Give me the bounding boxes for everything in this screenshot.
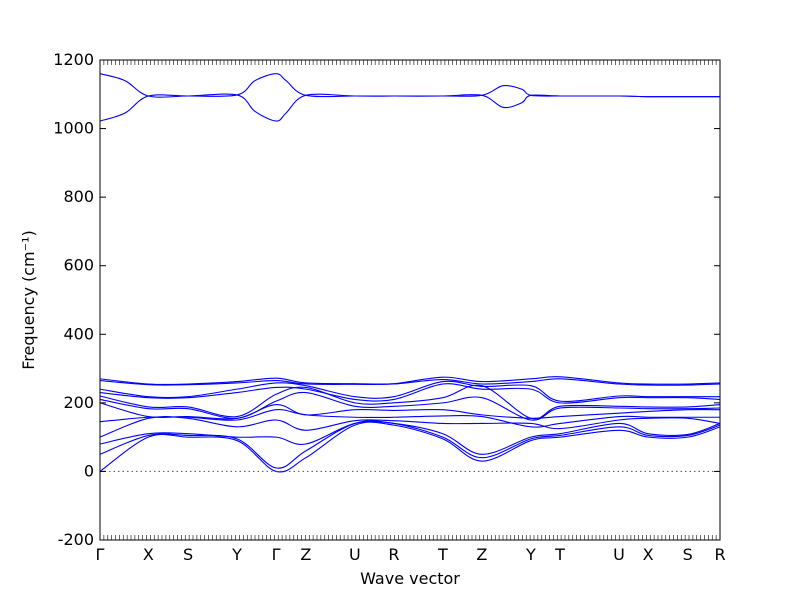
band-line — [99, 383, 721, 404]
x-tick-label: Y — [231, 545, 242, 564]
x-tick-label: S — [683, 545, 693, 564]
band-line — [99, 378, 721, 386]
plot-frame — [99, 59, 721, 541]
y-axis: -200 0 200 400 600 800 1000 1200 — [53, 50, 720, 549]
y-tick-label: 1000 — [53, 119, 94, 138]
y-tick-label: 800 — [63, 187, 94, 206]
y-tick-label: 0 — [84, 461, 94, 480]
band-lines — [99, 73, 721, 473]
x-minor-ticks — [99, 60, 721, 540]
band-line — [99, 402, 721, 420]
band-line — [99, 391, 721, 421]
band-line — [99, 421, 721, 473]
band-line — [99, 420, 721, 469]
x-tick-label: T — [437, 545, 448, 564]
x-tick-label: R — [714, 545, 725, 564]
band-line — [99, 93, 720, 122]
band-line — [99, 376, 721, 386]
x-tick-label: Γ — [96, 545, 105, 564]
x-tick-label: X — [143, 545, 154, 564]
y-tick-label: 400 — [63, 324, 94, 343]
x-axis-label: Wave vector — [360, 569, 460, 588]
band-line — [99, 73, 720, 98]
y-tick-label: 200 — [63, 393, 94, 412]
y-tick-label: 1200 — [53, 50, 94, 69]
x-tick-label: Y — [525, 545, 536, 564]
y-tick-label: -200 — [58, 530, 94, 549]
x-tick-label: T — [554, 545, 565, 564]
band-line — [99, 380, 720, 402]
band-line — [99, 409, 720, 428]
x-tick-label: U — [349, 545, 361, 564]
x-tick-label: X — [643, 545, 654, 564]
band-line — [99, 384, 721, 420]
x-tick-label: Z — [476, 545, 487, 564]
x-tick-label: S — [183, 545, 193, 564]
band-line — [99, 415, 721, 438]
x-tick-label: R — [388, 545, 399, 564]
x-tick-label: Z — [300, 545, 311, 564]
x-tick-label: Γ — [272, 545, 281, 564]
y-axis-label: Frequency (cm⁻¹) — [19, 230, 38, 369]
x-tick-label: U — [613, 545, 625, 564]
y-tick-label: 600 — [63, 256, 94, 275]
